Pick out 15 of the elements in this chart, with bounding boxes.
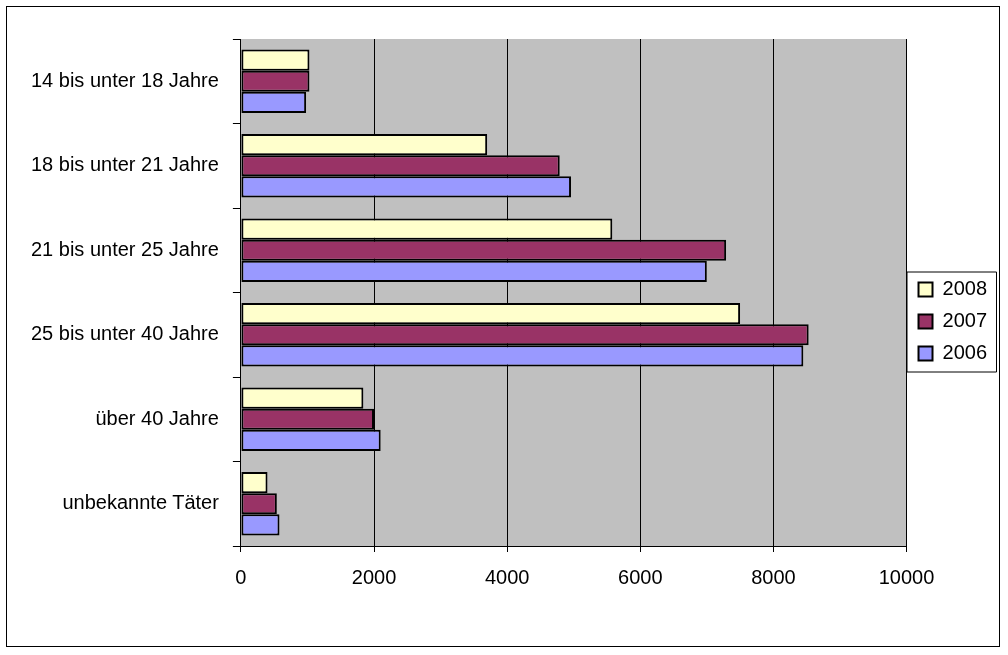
legend-label: 2008: [942, 277, 988, 300]
x-tick-label: 2000: [351, 565, 397, 588]
x-tick-label: 6000: [618, 565, 663, 588]
x-tick-label: 0: [235, 565, 247, 588]
y-tick-label: 14 bis unter 18 Jahre: [30, 68, 219, 91]
y-tick-label: unbekannte Täter: [62, 491, 220, 514]
x-tick-label: 4000: [484, 565, 530, 588]
x-tick-label: 10000: [878, 565, 935, 588]
legend-label: 2007: [942, 309, 988, 332]
y-tick-label: über 40 Jahre: [95, 406, 219, 429]
legend-label: 2006: [942, 341, 988, 364]
y-tick-label: 21 bis unter 25 Jahre: [30, 237, 219, 260]
y-tick-label: 25 bis unter 40 Jahre: [30, 322, 219, 345]
x-tick-label: 8000: [751, 565, 796, 588]
y-tick-label: 18 bis unter 21 Jahre: [30, 153, 219, 176]
